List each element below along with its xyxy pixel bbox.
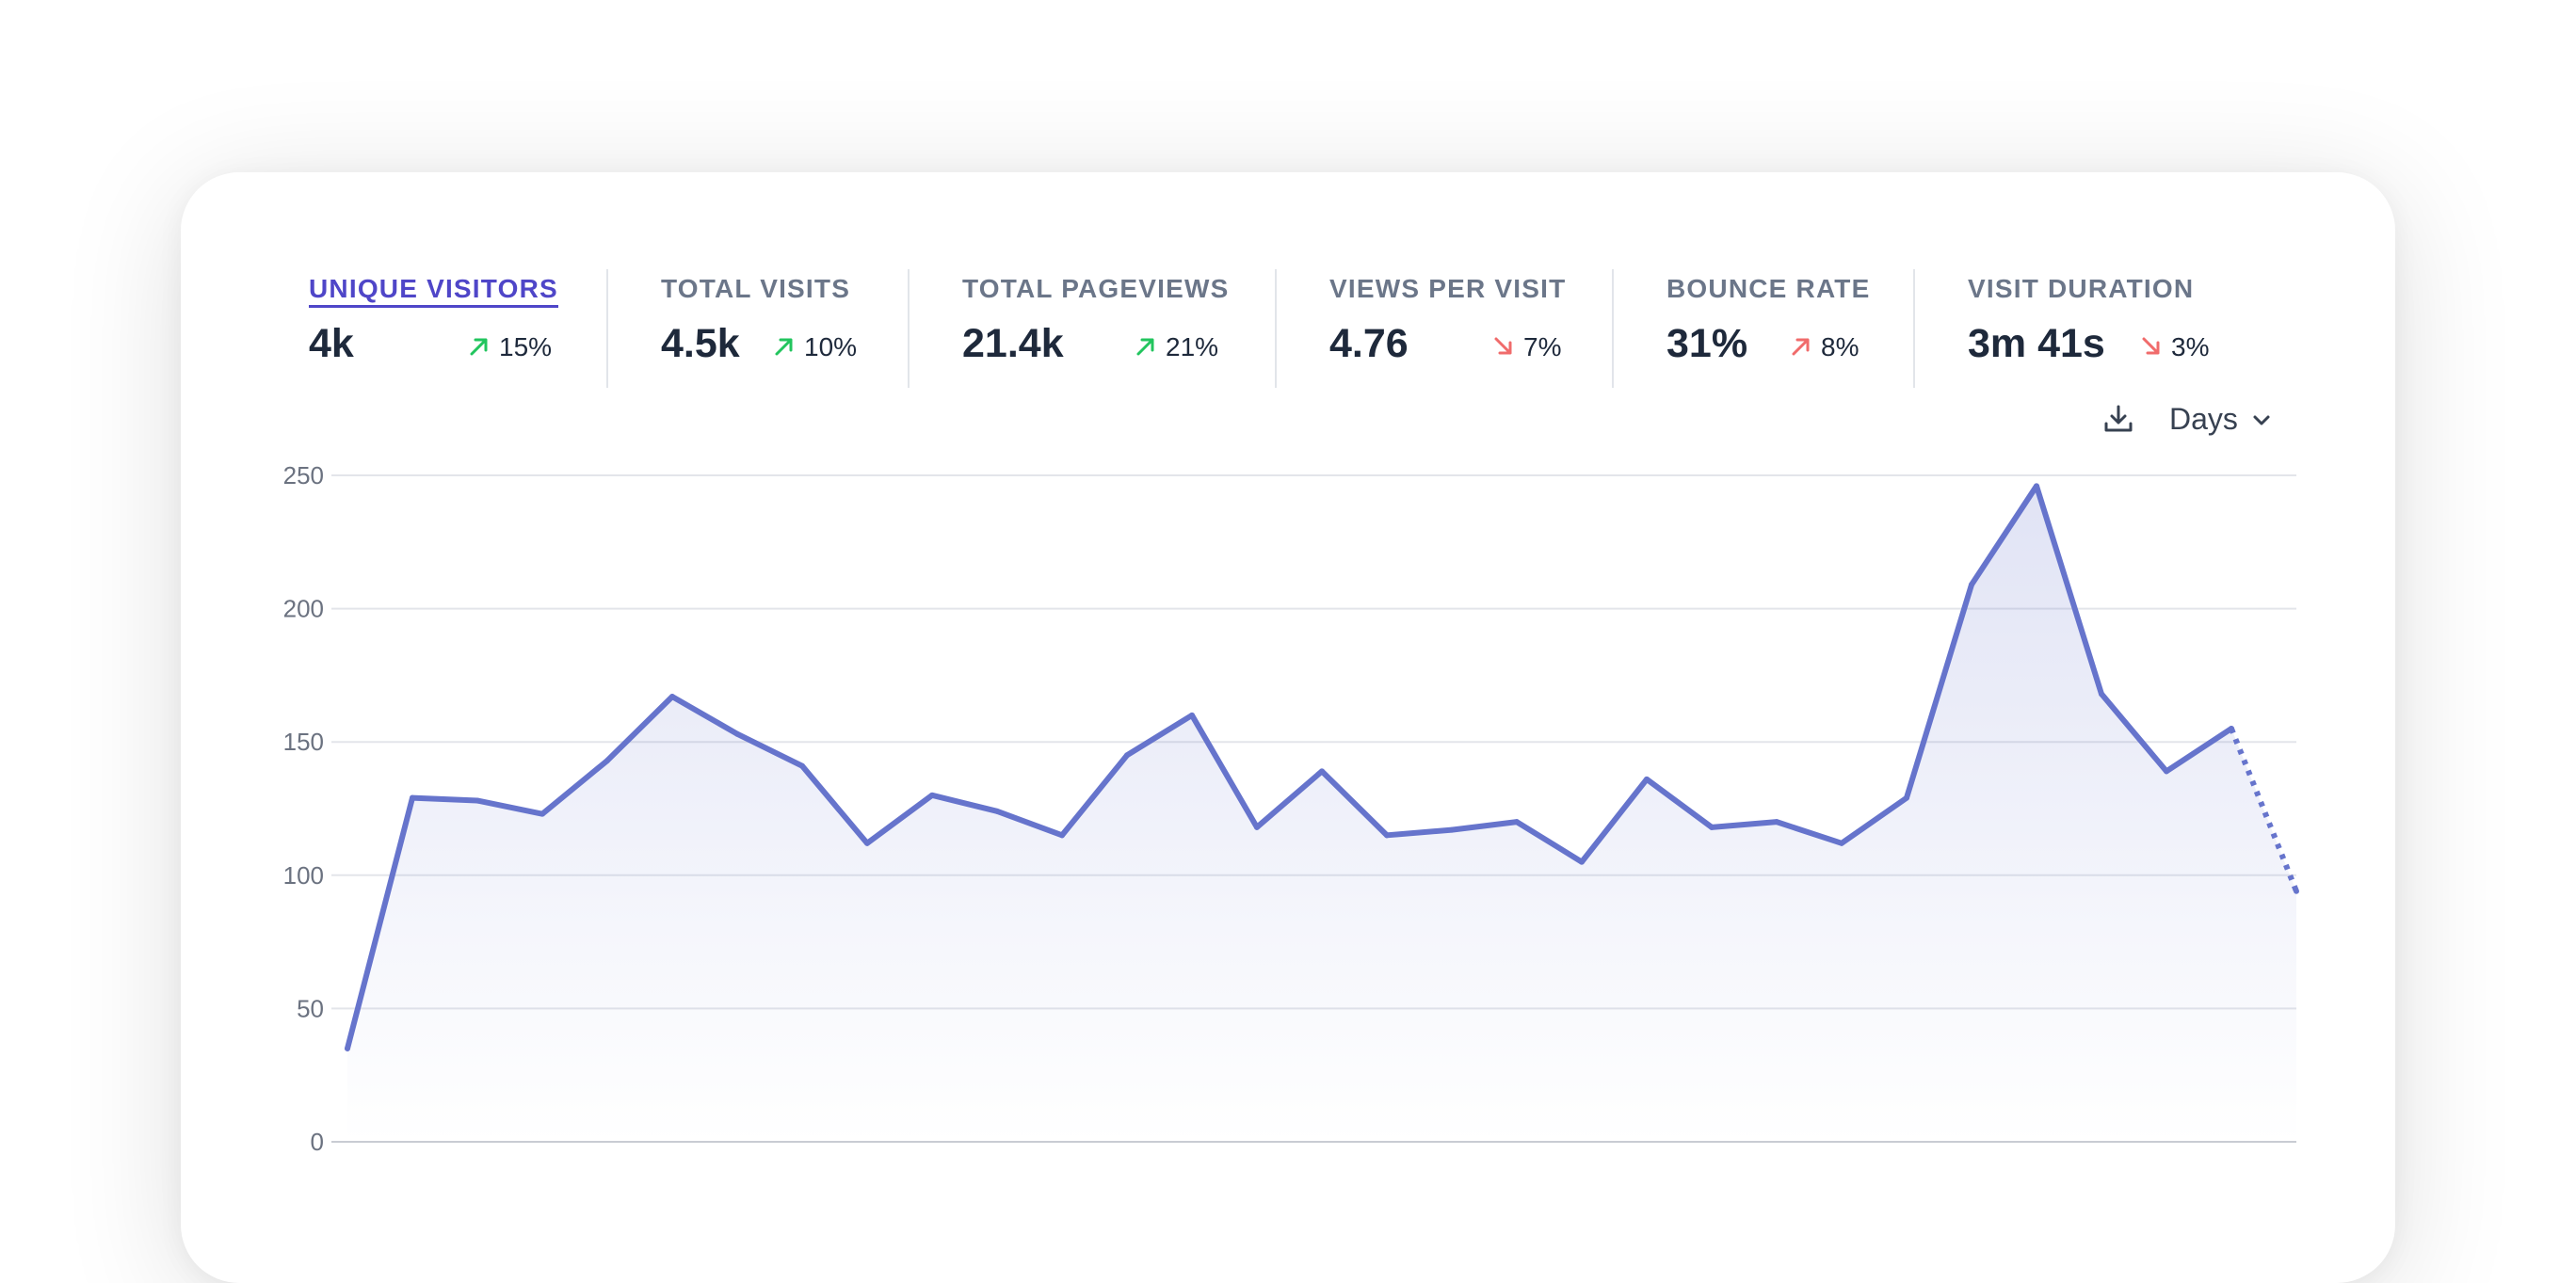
data-point[interactable] bbox=[2034, 483, 2039, 489]
data-point[interactable] bbox=[734, 730, 740, 737]
stat-divider bbox=[1913, 269, 1915, 388]
data-point[interactable] bbox=[1774, 819, 1779, 826]
arrow-up-right-icon bbox=[1792, 338, 1810, 356]
data-point[interactable] bbox=[2164, 768, 2169, 775]
stat-label: VISIT DURATION bbox=[1968, 274, 2195, 303]
stat-change-value: 8% bbox=[1821, 332, 1860, 361]
stat-value: 4.5k bbox=[661, 321, 740, 366]
stat-change: 21% bbox=[1134, 332, 1218, 362]
stat-total-visits[interactable]: TOTAL VISITS 4.5k 10% bbox=[661, 266, 859, 385]
stat-value: 4.76 bbox=[1329, 321, 1409, 366]
y-tick-label: 50 bbox=[297, 994, 324, 1022]
stat-label: UNIQUE VISITORS bbox=[309, 274, 558, 308]
stat-value: 21.4k bbox=[962, 321, 1064, 366]
data-point[interactable] bbox=[410, 794, 415, 801]
stat-change: 8% bbox=[1789, 332, 1859, 362]
arrow-up-right-icon bbox=[775, 338, 793, 356]
data-point[interactable] bbox=[1319, 768, 1325, 775]
stat-divider bbox=[908, 269, 910, 388]
stat-change: 7% bbox=[1491, 332, 1561, 362]
y-tick-label: 250 bbox=[283, 461, 324, 489]
data-point[interactable] bbox=[864, 840, 870, 846]
data-point[interactable] bbox=[1254, 824, 1260, 830]
series-line bbox=[345, 483, 2234, 1051]
stat-total-pageviews[interactable]: TOTAL PAGEVIEWS 21.4k 21% bbox=[962, 266, 1228, 385]
stat-label: VIEWS PER VISIT bbox=[1329, 274, 1567, 303]
download-button[interactable] bbox=[2101, 402, 2135, 436]
interval-dropdown[interactable]: Days bbox=[2169, 402, 2274, 437]
data-point[interactable] bbox=[1124, 752, 1130, 759]
stat-change-value: 21% bbox=[1166, 332, 1219, 361]
stat-value: 31% bbox=[1666, 321, 1748, 366]
y-tick-label: 150 bbox=[283, 728, 324, 756]
data-point[interactable] bbox=[2294, 888, 2299, 894]
arrow-down-right-icon bbox=[1494, 337, 1512, 355]
data-point[interactable] bbox=[1644, 776, 1650, 782]
data-point[interactable] bbox=[1059, 832, 1065, 839]
stat-change-value: 15% bbox=[499, 332, 553, 361]
data-point[interactable] bbox=[669, 694, 675, 700]
y-tick-label: 100 bbox=[283, 861, 324, 890]
chevron-down-icon bbox=[2253, 415, 2270, 425]
stat-value: 3m 41s bbox=[1968, 321, 2105, 366]
dashboard-card: UNIQUE VISITORS 4k 15% TOTAL VISITS 4.5k… bbox=[181, 172, 2395, 1283]
data-point[interactable] bbox=[1839, 840, 1844, 846]
y-tick-label: 200 bbox=[283, 595, 324, 623]
y-tick-label: 0 bbox=[311, 1128, 324, 1156]
stat-change-value: 7% bbox=[1523, 332, 1562, 361]
stat-divider bbox=[606, 269, 608, 388]
stat-views-per-visit[interactable]: VIEWS PER VISIT 4.76 7% bbox=[1329, 266, 1565, 385]
stat-label: TOTAL VISITS bbox=[661, 274, 851, 303]
data-point[interactable] bbox=[2099, 691, 2104, 698]
series-area bbox=[347, 486, 2296, 1142]
stat-label: TOTAL PAGEVIEWS bbox=[962, 274, 1230, 303]
stat-bounce-rate[interactable]: BOUNCE RATE 31% 8% bbox=[1666, 266, 1874, 385]
stat-change: 15% bbox=[467, 332, 552, 362]
stat-visit-duration[interactable]: VISIT DURATION 3m 41s 3% bbox=[1968, 266, 2209, 385]
stat-change: 10% bbox=[772, 332, 857, 362]
data-point[interactable] bbox=[604, 758, 610, 764]
data-point[interactable] bbox=[1514, 819, 1520, 826]
data-point[interactable] bbox=[475, 797, 480, 804]
data-point[interactable] bbox=[1709, 824, 1715, 830]
arrow-up-right-icon bbox=[1136, 338, 1154, 356]
data-point[interactable] bbox=[345, 1045, 350, 1051]
data-point[interactable] bbox=[1969, 582, 1974, 588]
stat-value: 4k bbox=[309, 321, 354, 366]
stat-label: BOUNCE RATE bbox=[1666, 274, 1871, 303]
data-point[interactable] bbox=[539, 810, 545, 817]
data-point[interactable] bbox=[799, 762, 805, 769]
data-point[interactable] bbox=[1904, 794, 1909, 801]
stat-change-value: 3% bbox=[2171, 332, 2210, 361]
stat-change: 3% bbox=[2139, 332, 2209, 362]
download-icon bbox=[2104, 405, 2133, 432]
arrow-down-right-icon bbox=[2142, 337, 2160, 355]
visitors-chart: 0 50 100 150 200 250 bbox=[283, 461, 2299, 1156]
data-point[interactable] bbox=[994, 808, 1000, 814]
data-point[interactable] bbox=[1189, 712, 1195, 718]
data-point[interactable] bbox=[1449, 826, 1455, 833]
stat-divider bbox=[1275, 269, 1277, 388]
stat-change-value: 10% bbox=[804, 332, 858, 361]
data-point[interactable] bbox=[1579, 858, 1585, 865]
interval-label: Days bbox=[2169, 402, 2238, 436]
data-point[interactable] bbox=[1384, 832, 1390, 839]
data-point[interactable] bbox=[2229, 726, 2234, 732]
stat-unique-visitors[interactable]: UNIQUE VISITORS 4k 15% bbox=[309, 266, 558, 385]
stat-divider bbox=[1612, 269, 1614, 388]
arrow-up-right-icon bbox=[470, 338, 488, 356]
data-point[interactable] bbox=[929, 792, 935, 798]
